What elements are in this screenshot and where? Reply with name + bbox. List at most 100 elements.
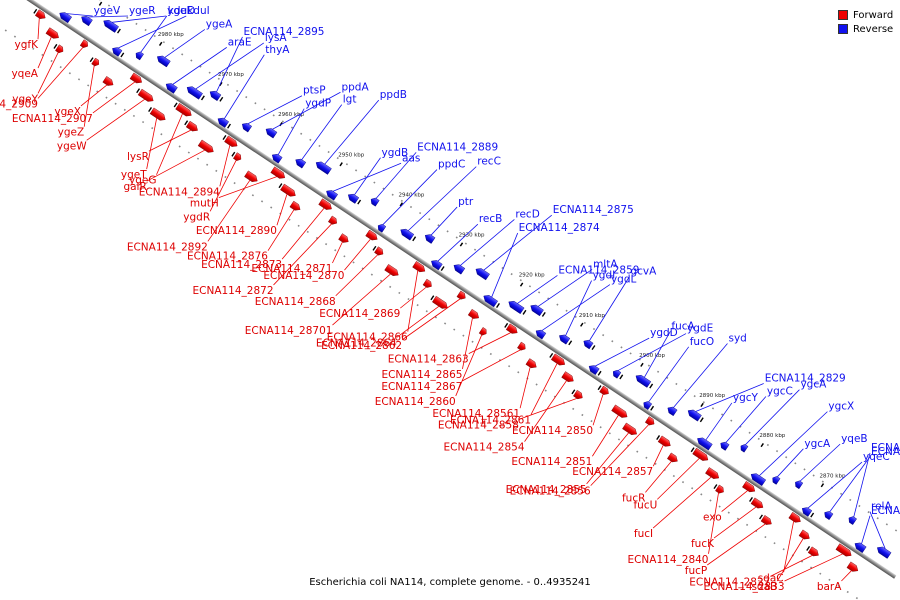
reverse-gene-feature bbox=[824, 511, 834, 521]
reverse-gene-feature bbox=[271, 153, 283, 164]
kbp-tick bbox=[640, 362, 644, 367]
forward-callout-line bbox=[455, 334, 483, 397]
forward-gene-label: ECNA114_2862 bbox=[321, 340, 402, 352]
forward-gene-feature bbox=[34, 9, 46, 19]
forward-callout-line bbox=[267, 209, 295, 251]
small-marker bbox=[116, 28, 121, 34]
guide-dot bbox=[226, 83, 230, 87]
guide-dot bbox=[867, 511, 870, 514]
forward-gene-feature bbox=[478, 327, 487, 336]
forward-gene-label: ygeW bbox=[57, 140, 87, 152]
reverse-gene-feature bbox=[112, 47, 123, 57]
guide-dot bbox=[370, 273, 373, 276]
reverse-callout-line bbox=[66, 13, 93, 17]
small-marker bbox=[53, 43, 58, 49]
small-marker bbox=[568, 340, 573, 346]
reverse-gene-feature bbox=[377, 223, 387, 233]
kbp-tick-label: 2970 kbp bbox=[218, 72, 244, 78]
guide-dot bbox=[508, 365, 511, 368]
forward-gene-label: ECNA114_2892 bbox=[127, 241, 208, 253]
legend: Forward Reverse bbox=[838, 8, 893, 36]
reverse-callout-line bbox=[301, 104, 343, 160]
small-marker bbox=[89, 57, 94, 63]
guide-dot bbox=[876, 517, 879, 520]
guide-dot bbox=[537, 291, 541, 294]
forward-gene-label: ECNA114_2890 bbox=[196, 225, 277, 237]
kbp-tick-label: 2950 kbp bbox=[338, 152, 364, 158]
reverse-callout-line bbox=[172, 47, 227, 85]
reverse-callout-line bbox=[829, 456, 871, 512]
guide-dot bbox=[528, 285, 532, 288]
forward-gene-feature bbox=[45, 27, 59, 39]
guide-dot bbox=[105, 96, 108, 99]
kbp-tick bbox=[580, 322, 584, 327]
reverse-gene-label: mltA bbox=[593, 258, 618, 270]
reverse-gene-feature bbox=[326, 190, 338, 201]
reverse-gene-label: gcvA bbox=[630, 266, 657, 278]
reverse-gene-feature bbox=[347, 193, 360, 204]
small-marker bbox=[231, 151, 236, 157]
forward-callout-line bbox=[37, 36, 52, 69]
reverse-gene-feature bbox=[877, 546, 892, 559]
forward-gene-label: galR bbox=[123, 181, 146, 193]
reverse-gene-label: kduI bbox=[187, 5, 210, 17]
reverse-callout-line bbox=[247, 95, 303, 125]
guide-dot bbox=[254, 102, 257, 105]
forward-gene-feature bbox=[102, 76, 114, 86]
forward-callout-line bbox=[590, 424, 649, 486]
guide-dot bbox=[281, 120, 284, 123]
reverse-gene-feature bbox=[315, 161, 332, 175]
guide-dot bbox=[398, 291, 401, 295]
reverse-callout-line bbox=[140, 15, 168, 53]
forward-callout-line bbox=[148, 129, 192, 152]
forward-gene-feature bbox=[692, 447, 709, 461]
small-marker bbox=[649, 383, 654, 389]
guide-dot bbox=[334, 249, 337, 252]
reverse-callout-line bbox=[799, 443, 841, 482]
small-marker bbox=[650, 405, 655, 411]
forward-gene-feature bbox=[432, 295, 448, 309]
small-marker bbox=[120, 52, 125, 58]
forward-gene-feature bbox=[244, 170, 258, 182]
guide-dot bbox=[782, 548, 785, 551]
small-marker bbox=[619, 374, 624, 380]
reverse-gene-label: ygcA bbox=[804, 438, 831, 450]
reverse-gene-feature bbox=[750, 473, 767, 486]
small-marker bbox=[148, 107, 153, 112]
forward-callout-line bbox=[146, 149, 205, 182]
forward-callout-line bbox=[586, 432, 629, 485]
forward-gene-label: fucK bbox=[691, 538, 715, 550]
guide-dot bbox=[160, 133, 163, 136]
small-marker bbox=[496, 303, 500, 308]
guide-dot bbox=[764, 535, 767, 539]
reverse-callout-line bbox=[617, 333, 687, 371]
guide-dot bbox=[400, 199, 403, 202]
guide-dot bbox=[858, 504, 861, 508]
kbp-tick-label: 2920 kbp bbox=[519, 273, 545, 279]
forward-gene-feature bbox=[338, 233, 349, 243]
reverse-callout-line bbox=[807, 461, 863, 509]
guide-dot bbox=[437, 224, 440, 227]
forward-gene-feature bbox=[505, 323, 518, 334]
guide-dot bbox=[453, 328, 456, 331]
reverse-gene-label: ygdD bbox=[650, 327, 678, 339]
forward-callout-line bbox=[518, 398, 578, 420]
reverse-callout-line bbox=[541, 284, 611, 331]
forward-gene-label: ECNA114_2869 bbox=[319, 308, 400, 320]
reverse-callout-line bbox=[195, 42, 265, 90]
guide-dot bbox=[745, 523, 749, 526]
reverse-gene-feature bbox=[583, 339, 594, 350]
guide-dot bbox=[300, 132, 303, 135]
reverse-gene-label: fucA bbox=[671, 320, 695, 332]
guide-dot bbox=[894, 529, 898, 532]
reverse-gene-label: recC bbox=[477, 156, 501, 168]
small-marker bbox=[549, 352, 554, 358]
guide-dot bbox=[114, 102, 117, 105]
guide-dot bbox=[681, 481, 685, 484]
forward-callout-line bbox=[400, 286, 427, 309]
small-marker bbox=[504, 322, 509, 328]
reverse-gene-feature bbox=[643, 401, 653, 410]
guide-dot bbox=[270, 206, 273, 209]
forward-gene-label: ECNA114_2856 bbox=[510, 486, 591, 498]
